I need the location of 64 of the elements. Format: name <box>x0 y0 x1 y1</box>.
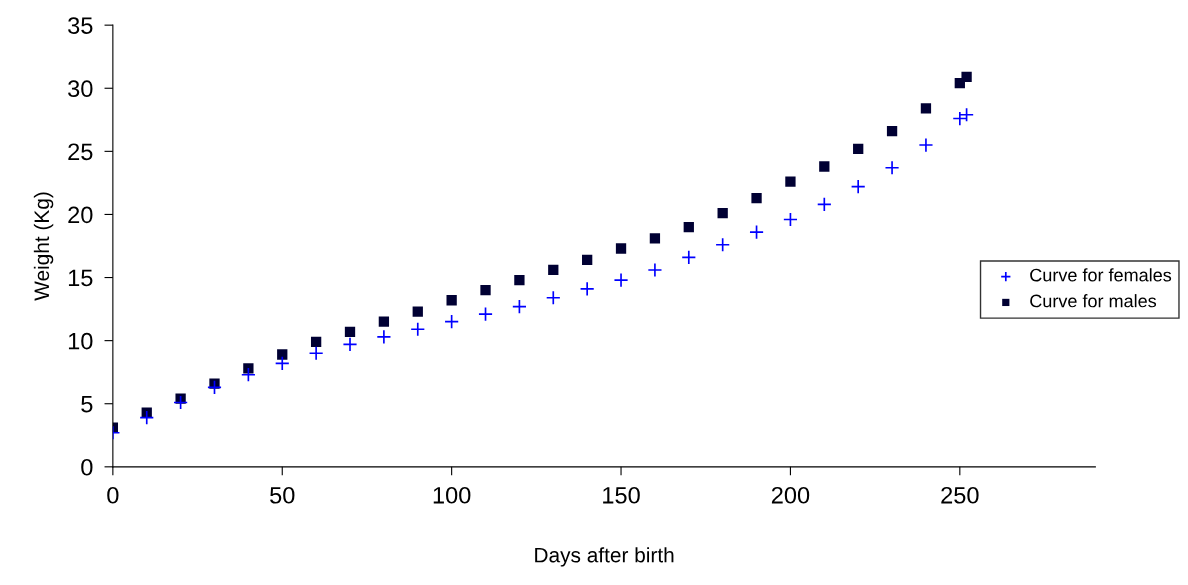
point <box>511 299 527 314</box>
legend-label: Curve for males <box>1030 294 1157 308</box>
y-tick-label: 10 <box>68 332 93 350</box>
x-tick-label: 100 <box>433 486 471 504</box>
point <box>308 345 324 361</box>
y-tick-label: 30 <box>68 80 93 98</box>
point <box>310 336 322 348</box>
point <box>207 379 222 395</box>
point <box>548 264 559 276</box>
point <box>579 281 595 297</box>
point <box>717 208 728 219</box>
point <box>444 314 460 330</box>
x-tick-label: 150 <box>603 486 640 504</box>
point <box>783 212 798 227</box>
point <box>139 410 155 426</box>
y-tick-label: 25 <box>68 143 93 161</box>
point <box>342 337 358 352</box>
point <box>412 306 423 317</box>
point <box>681 249 697 265</box>
point <box>582 254 593 266</box>
point <box>715 237 731 253</box>
point <box>886 126 898 137</box>
point <box>277 349 288 360</box>
point <box>751 192 762 204</box>
y-tick-label: 0 <box>81 458 93 476</box>
point <box>478 306 493 322</box>
point <box>410 321 426 337</box>
point <box>376 329 392 345</box>
point <box>378 316 390 327</box>
y-axis-title: Weight (Kg) <box>33 192 54 301</box>
point <box>749 224 764 240</box>
point <box>243 363 254 374</box>
point <box>918 137 934 153</box>
point <box>240 367 256 383</box>
point <box>649 233 661 244</box>
legend-label: Curve for females <box>1030 268 1172 282</box>
x-axis-title: Days after birth <box>535 547 674 567</box>
point <box>920 103 932 114</box>
x-tick-label: 0 <box>107 486 119 504</box>
x-tick-label: 250 <box>941 486 979 504</box>
y-tick-label: 5 <box>81 396 93 413</box>
point <box>446 295 457 306</box>
point <box>850 179 866 195</box>
point <box>545 290 561 306</box>
point <box>884 160 900 176</box>
point <box>683 221 694 233</box>
point <box>819 161 830 172</box>
point <box>816 196 832 212</box>
point <box>173 395 189 410</box>
point <box>480 285 491 296</box>
point <box>785 176 796 187</box>
point <box>514 274 525 286</box>
point <box>615 243 627 254</box>
point <box>961 71 972 83</box>
point <box>274 355 290 371</box>
y-tick-label: 35 <box>68 17 93 34</box>
point <box>853 143 864 154</box>
x-tick-label: 50 <box>270 486 295 504</box>
y-tick-label: 15 <box>68 269 93 287</box>
point <box>647 262 663 278</box>
x-tick-label: 200 <box>771 486 810 504</box>
y-tick-label: 20 <box>68 206 93 224</box>
point <box>344 326 356 337</box>
point <box>613 272 629 288</box>
